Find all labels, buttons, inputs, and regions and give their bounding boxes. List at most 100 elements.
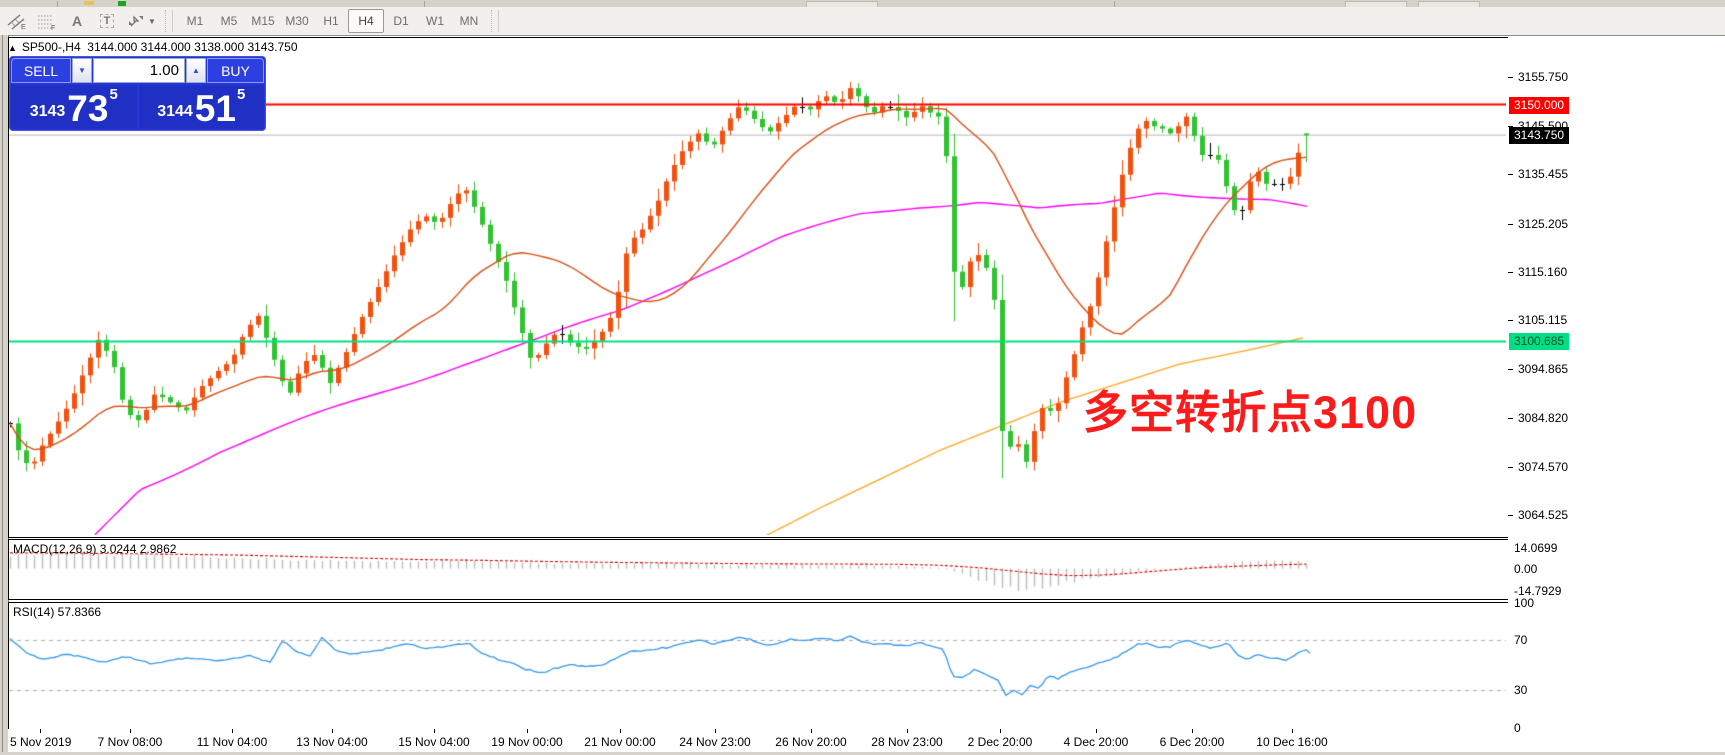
buy-price-sup: 5 bbox=[236, 86, 246, 103]
timeframe-m1-button[interactable]: M1 bbox=[186, 14, 204, 28]
one-click-trading-panel: SELL ▼ ▲ BUY 3143 73 5 3144 51 5 bbox=[9, 56, 266, 131]
volume-increase-button[interactable]: ▲ bbox=[186, 58, 206, 83]
price-axis[interactable]: 3155.750 3145.500 3135.455 3125.205 3115.160… bbox=[1508, 37, 1725, 752]
price-axis-label: 3094.865 bbox=[1518, 362, 1569, 376]
symbol-title: SP500-,H4 bbox=[21, 40, 81, 54]
price-axis-tick bbox=[1508, 515, 1513, 516]
cropped-toolbar-strip bbox=[0, 0, 1725, 8]
toolbar-separator bbox=[491, 10, 499, 32]
price-axis-label: 3125.205 bbox=[1518, 217, 1569, 231]
cropped-icon-fragment bbox=[84, 1, 94, 5]
time-axis-tick bbox=[332, 729, 333, 733]
timeframe-m15-button[interactable]: M15 bbox=[251, 14, 275, 28]
macd-label: MACD(12,26,9) 3.0244 2.9862 bbox=[13, 542, 177, 556]
timeframe-h1-button[interactable]: H1 bbox=[323, 14, 339, 28]
macd-indicator-panel bbox=[8, 539, 1509, 600]
time-axis-tick bbox=[907, 729, 908, 733]
price-axis-label: 3135.455 bbox=[1518, 167, 1569, 181]
text-tool-glyph: A bbox=[71, 13, 83, 29]
price-axis-tick bbox=[1508, 126, 1513, 127]
time-axis-label: 26 Nov 20:00 bbox=[775, 735, 847, 749]
price-axis-label: 3064.525 bbox=[1518, 508, 1569, 522]
chart-toolbar: E F A T ▼ M1 M bbox=[0, 7, 1725, 36]
timeframe-m5-button[interactable]: M5 bbox=[220, 14, 238, 28]
timeframe-m30-button[interactable]: M30 bbox=[285, 14, 309, 28]
time-axis-tick bbox=[811, 729, 812, 733]
sell-price-sup: 5 bbox=[109, 86, 118, 103]
time-axis-tick bbox=[1292, 729, 1293, 733]
time-axis-tick bbox=[527, 729, 528, 733]
time-axis-tick bbox=[1096, 729, 1097, 733]
price-level-label: 3100.685 bbox=[1509, 333, 1570, 350]
sell-price-big: 73 bbox=[67, 88, 109, 130]
text-label-tool-icon[interactable]: T bbox=[94, 9, 120, 33]
time-axis-label: 10 Dec 16:00 bbox=[1256, 735, 1328, 749]
ohlc-readout: 3144.000 3144.000 3138.000 3143.750 bbox=[87, 40, 298, 54]
rsi-axis-label: 70 bbox=[1514, 633, 1528, 647]
chart-window-title: ▲ SP500-,H4 3144.000 3144.000 3138.000 31… bbox=[8, 40, 298, 54]
time-axis-label: 2 Dec 20:00 bbox=[967, 735, 1033, 749]
time-axis-tick bbox=[232, 729, 233, 733]
sell-price-prefix: 3143 bbox=[29, 103, 66, 120]
collapse-icon[interactable]: ▲ bbox=[8, 43, 17, 53]
toolbar-separator bbox=[424, 1, 425, 7]
price-axis-tick bbox=[1508, 77, 1513, 78]
buy-button[interactable]: BUY bbox=[207, 58, 264, 83]
price-axis-label: 3155.750 bbox=[1518, 70, 1569, 84]
macd-axis-label: 0.00 bbox=[1514, 561, 1538, 576]
timeframe-d1-button[interactable]: D1 bbox=[393, 14, 409, 28]
sell-button[interactable]: SELL bbox=[11, 58, 71, 83]
sell-price-display[interactable]: 3143 73 5 bbox=[11, 85, 137, 129]
text-tool-icon[interactable]: A bbox=[64, 9, 90, 33]
buy-price-big: 51 bbox=[194, 88, 236, 130]
arrows-tool-icon[interactable]: ▼ bbox=[124, 9, 160, 33]
equidistant-channel-icon[interactable]: E bbox=[4, 9, 30, 33]
price-axis-tick bbox=[1508, 369, 1513, 370]
time-axis-tick bbox=[130, 729, 131, 733]
volume-decrease-button[interactable]: ▼ bbox=[72, 58, 92, 83]
buy-price-display[interactable]: 3144 51 5 bbox=[138, 85, 264, 130]
svg-text:F: F bbox=[51, 25, 55, 30]
svg-text:E: E bbox=[21, 24, 26, 30]
toolbar-separator bbox=[1114, 1, 1115, 7]
timeframe-h4-button[interactable]: H4 bbox=[348, 9, 384, 33]
price-axis-tick bbox=[1508, 320, 1513, 321]
time-axis-tick bbox=[1000, 729, 1001, 733]
window-bottom-edge bbox=[0, 752, 1725, 755]
buy-price-prefix: 3144 bbox=[157, 103, 193, 120]
macd-canvas[interactable] bbox=[9, 540, 1506, 597]
toolbar-separator bbox=[57, 1, 58, 7]
time-axis-tick bbox=[715, 729, 716, 733]
time-axis-label: 11 Nov 04:00 bbox=[196, 735, 268, 749]
volume-input[interactable] bbox=[93, 58, 185, 83]
timeframe-mn-button[interactable]: MN bbox=[459, 14, 479, 28]
time-axis-label: 5 Nov 2019 bbox=[10, 735, 72, 749]
time-axis-label: 7 Nov 08:00 bbox=[97, 735, 163, 749]
time-axis-tick bbox=[1192, 729, 1193, 733]
rsi-label: RSI(14) 57.8366 bbox=[13, 605, 102, 619]
annotation-text: 多空转折点3100 bbox=[1083, 387, 1418, 438]
price-axis-tick bbox=[1508, 418, 1513, 419]
time-axis[interactable]: 5 Nov 2019 7 Nov 08:00 11 Nov 04:00 13 Nov … bbox=[8, 729, 1508, 752]
time-axis-label: 24 Nov 23:00 bbox=[679, 735, 751, 749]
rsi-canvas[interactable] bbox=[9, 603, 1506, 727]
price-axis-tick bbox=[1508, 272, 1513, 273]
rsi-axis-label: 100 bbox=[1514, 595, 1535, 610]
macd-axis-label: -14.7929 bbox=[1514, 583, 1562, 598]
time-axis-label: 28 Nov 23:00 bbox=[871, 735, 943, 749]
price-level-label: 3150.000 bbox=[1509, 97, 1570, 114]
macd-axis-label: 14.0699 bbox=[1514, 540, 1558, 555]
time-axis-tick bbox=[40, 729, 41, 733]
rsi-axis-label: 30 bbox=[1514, 683, 1528, 697]
cropped-icon-fragment bbox=[118, 1, 126, 6]
fibonacci-retracement-icon[interactable]: F bbox=[34, 9, 60, 33]
price-axis-label: 3084.820 bbox=[1518, 411, 1569, 425]
time-axis-label: 13 Nov 04:00 bbox=[296, 735, 368, 749]
toolbar-separator bbox=[165, 10, 173, 32]
text-label-glyph: T bbox=[99, 14, 115, 28]
price-axis-tick bbox=[1508, 174, 1513, 175]
rsi-indicator-panel bbox=[8, 602, 1509, 730]
timeframe-w1-button[interactable]: W1 bbox=[426, 14, 444, 28]
time-axis-label: 15 Nov 04:00 bbox=[398, 735, 470, 749]
